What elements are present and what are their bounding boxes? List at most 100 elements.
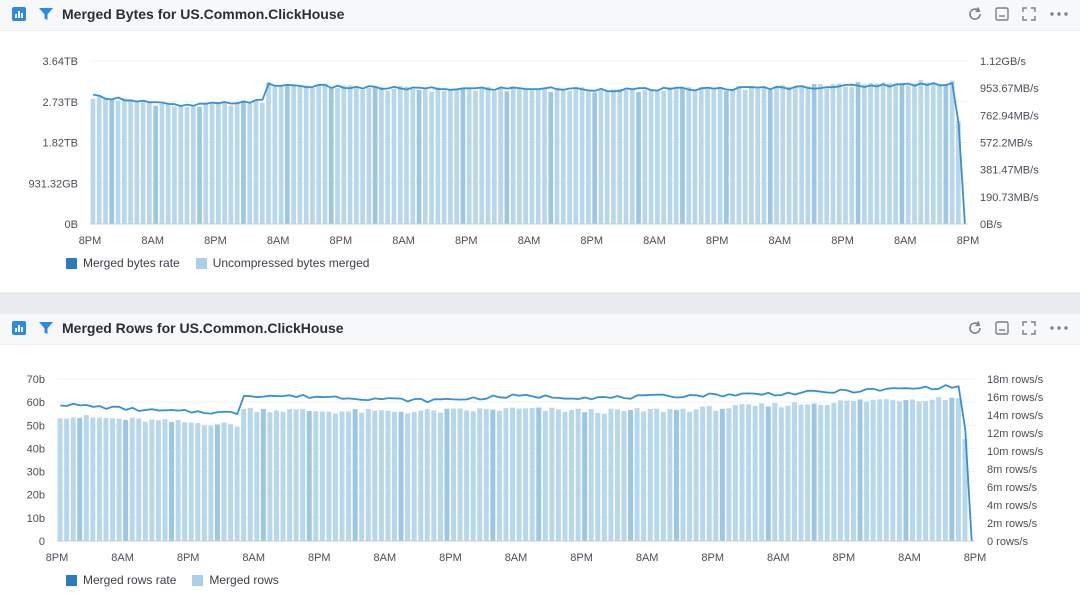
bar: [851, 401, 856, 541]
bar: [115, 100, 121, 224]
bar: [300, 408, 306, 541]
refresh-icon[interactable]: [966, 5, 984, 23]
x-tick-label: 8AM: [767, 552, 790, 564]
bar: [96, 96, 102, 224]
bar: [673, 88, 679, 224]
bar: [767, 90, 773, 224]
bar: [614, 409, 620, 541]
filter-icon[interactable]: [37, 5, 55, 23]
x-tick-label: 8AM: [518, 235, 541, 247]
bar: [280, 411, 286, 541]
y-tick-label-right: 572.2MB/s: [980, 138, 1033, 150]
bar: [667, 408, 673, 541]
bar: [359, 412, 365, 541]
bar: [116, 418, 122, 541]
bar: [798, 404, 804, 541]
bar: [147, 102, 152, 224]
bar: [586, 91, 591, 224]
bar: [429, 91, 434, 224]
refresh-icon[interactable]: [966, 319, 984, 337]
bar: [818, 84, 823, 224]
bar: [498, 87, 503, 224]
bar: [479, 86, 485, 225]
bar: [824, 88, 830, 224]
bar: [912, 83, 917, 225]
bar: [918, 80, 924, 224]
bar: [573, 88, 579, 224]
y-tick-label-left: 60b: [27, 397, 45, 409]
bar: [903, 400, 909, 541]
bar: [786, 87, 792, 224]
line-series: [92, 82, 966, 225]
panel-title: Merged Bytes for US.Common.ClickHouse: [62, 6, 345, 22]
bar: [943, 83, 949, 224]
x-tick-label: 8AM: [636, 552, 659, 564]
y-tick-label-right: 10m rows/s: [987, 446, 1044, 458]
legend-item-uncompressed-bytes-merged[interactable]: Uncompressed bytes merged: [195, 256, 369, 270]
bar: [916, 401, 922, 541]
merged-rows-chart: 70b 60b 50b 40b 30b 20b 10b 0 18m rows/s 16m rows…: [27, 374, 1044, 564]
more-icon[interactable]: [1048, 5, 1068, 23]
bar: [896, 401, 902, 541]
bar: [190, 106, 196, 224]
bar: [588, 409, 594, 541]
chart-legend: Merged rows rate Merged rows: [66, 573, 279, 587]
legend-item-merged-rows-rate[interactable]: Merged rows rate: [66, 573, 176, 587]
bar: [441, 90, 447, 224]
y-tick-label-left: 50b: [27, 420, 45, 432]
bar: [503, 408, 509, 541]
bar: [278, 85, 284, 224]
bar: [303, 85, 309, 225]
bar: [962, 439, 968, 541]
bar: [466, 89, 472, 224]
bar: [260, 408, 266, 541]
bar: [554, 88, 560, 225]
bar: [711, 89, 717, 224]
bar: [949, 80, 955, 224]
bar: [96, 417, 102, 541]
legend-item-merged-rows[interactable]: Merged rows: [192, 573, 279, 587]
y-tick-label-right: 0B/s: [980, 219, 1003, 231]
fullscreen-icon[interactable]: [1020, 5, 1038, 23]
bar: [824, 404, 830, 541]
bar: [595, 412, 601, 541]
fullscreen-icon[interactable]: [1020, 319, 1038, 337]
y-tick-label-right: 0 rows/s: [987, 536, 1028, 548]
bar: [333, 413, 338, 541]
bar: [267, 412, 273, 541]
bar: [165, 104, 171, 224]
minimize-icon[interactable]: [993, 5, 1011, 23]
bar: [128, 99, 133, 224]
filter-icon[interactable]: [37, 319, 55, 337]
bar: [169, 421, 175, 541]
bar: [736, 86, 742, 224]
bar: [555, 409, 561, 541]
bar: [385, 410, 391, 541]
minimize-icon[interactable]: [993, 319, 1011, 337]
bar: [431, 410, 437, 541]
x-tick-label: 8AM: [505, 552, 528, 564]
x-tick-label: 8AM: [898, 552, 921, 564]
bar: [799, 86, 804, 224]
bar: [529, 407, 535, 541]
bar: [673, 409, 679, 541]
bar: [310, 88, 315, 225]
bar: [717, 88, 723, 224]
legend-swatch: [195, 257, 207, 269]
bar: [761, 86, 767, 224]
bar: [785, 405, 791, 541]
bar: [234, 102, 240, 224]
legend-swatch: [66, 574, 77, 586]
x-tick-label: 8AM: [392, 235, 415, 247]
more-icon[interactable]: [1048, 319, 1068, 337]
bar: [726, 408, 732, 541]
bar: [655, 91, 660, 224]
y-tick-label-right: 14m rows/s: [987, 410, 1044, 422]
y-tick-label-right: 190.73MB/s: [980, 192, 1039, 204]
bar: [693, 409, 699, 541]
bar: [83, 415, 89, 541]
bar: [647, 408, 653, 541]
bar: [641, 411, 647, 541]
bar: [893, 84, 899, 224]
legend-item-merged-bytes-rate[interactable]: Merged bytes rate: [66, 256, 180, 270]
